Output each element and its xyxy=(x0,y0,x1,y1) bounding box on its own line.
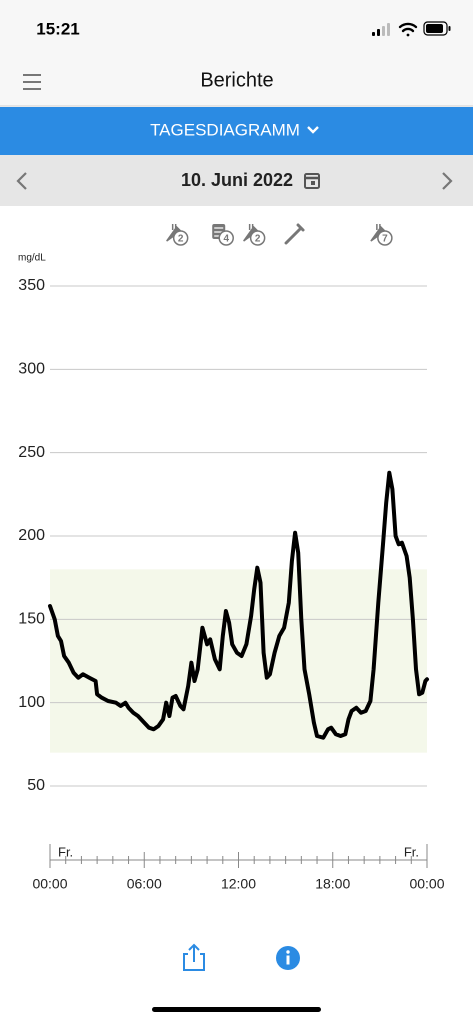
event-count: 2 xyxy=(255,234,261,245)
wifi-icon xyxy=(398,22,418,37)
event-badge xyxy=(377,230,393,246)
y-tick-label: 100 xyxy=(18,694,45,711)
chevron-down xyxy=(307,126,319,134)
y-tick-label: 50 xyxy=(27,777,45,794)
top-background xyxy=(0,0,473,106)
x-tick-label: 18:00 xyxy=(315,876,350,892)
x-tick-label: 00:00 xyxy=(409,876,444,892)
info-button[interactable] xyxy=(276,946,300,970)
x-tick-label: 00:00 xyxy=(32,876,67,892)
event-count: 7 xyxy=(382,234,388,245)
target-range xyxy=(50,569,427,753)
prev-day[interactable] xyxy=(16,172,27,190)
next-day[interactable] xyxy=(442,172,453,190)
event-meal: 2 xyxy=(166,224,189,246)
date-bar xyxy=(0,155,473,206)
event-insulin xyxy=(284,223,305,245)
y-tick-label: 250 xyxy=(18,444,45,461)
y-tick-label: 350 xyxy=(18,277,45,294)
date-label: 10. Juni 2022 xyxy=(181,170,293,190)
event-badge xyxy=(172,230,189,246)
day-label: Fr. xyxy=(58,844,73,859)
y-tick-label: 300 xyxy=(18,361,45,378)
event-meal: 7 xyxy=(370,224,393,246)
glucose-line xyxy=(48,470,429,740)
event-note: 4 xyxy=(212,224,234,246)
event-badge xyxy=(249,230,266,246)
chart: mg/dL 50 100 150 200 250 300 350 00:00 06:00 12:00… xyxy=(18,223,445,892)
event-badge xyxy=(218,230,234,246)
x-tick-label: 12:00 xyxy=(221,876,256,892)
y-tick-label: 150 xyxy=(18,611,45,628)
insulin-icon xyxy=(284,223,305,245)
share-button[interactable] xyxy=(183,943,205,971)
view-selector[interactable]: TAGESDIAGRAMM xyxy=(0,107,473,155)
home-indicator xyxy=(152,1007,321,1012)
status-time: 15:21 xyxy=(36,19,79,38)
calendar-icon[interactable] xyxy=(304,173,320,189)
view-selector-label: TAGESDIAGRAMM xyxy=(150,120,300,139)
menu-button[interactable] xyxy=(23,74,41,90)
x-tick-label: 06:00 xyxy=(127,876,162,892)
event-count: 4 xyxy=(223,234,229,245)
nav-title: Berichte xyxy=(200,69,273,91)
signal-icon xyxy=(372,23,390,36)
event-meal: 2 xyxy=(243,224,266,246)
battery-icon xyxy=(423,21,451,36)
day-label: Fr. xyxy=(404,844,419,859)
y-axis-label: mg/dL xyxy=(18,253,46,264)
y-tick-label: 200 xyxy=(18,527,45,544)
meal-icon xyxy=(370,224,387,242)
event-count: 2 xyxy=(178,234,184,245)
